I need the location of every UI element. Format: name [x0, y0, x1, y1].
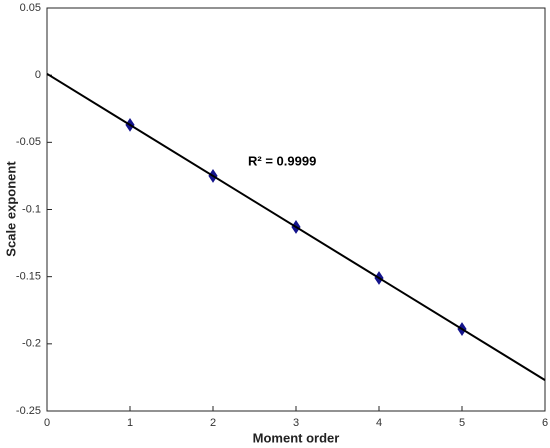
x-tick-label: 3	[293, 417, 299, 429]
y-tick-label: -0.2	[22, 338, 41, 350]
x-tick-label: 0	[44, 417, 50, 429]
x-tick-label: 5	[459, 417, 465, 429]
y-tick-label: -0.15	[16, 271, 41, 283]
y-axis-label: Scale exponent	[3, 161, 18, 257]
fit-line	[46, 72, 546, 381]
y-tick-label: 0	[35, 69, 41, 81]
x-tick-label: 4	[376, 417, 382, 429]
y-tick-label: -0.1	[22, 203, 41, 215]
x-tick-label: 6	[542, 417, 548, 429]
x-tick-label: 1	[127, 417, 133, 429]
y-tick-label: -0.25	[16, 405, 41, 417]
annotation: R² = 0.9999	[248, 153, 316, 168]
y-tick-label: -0.05	[16, 136, 41, 148]
x-axis-label: Moment order	[253, 430, 340, 445]
plot-frame	[46, 7, 546, 412]
y-tick-label: 0.05	[20, 2, 41, 14]
x-tick-label: 2	[210, 417, 216, 429]
